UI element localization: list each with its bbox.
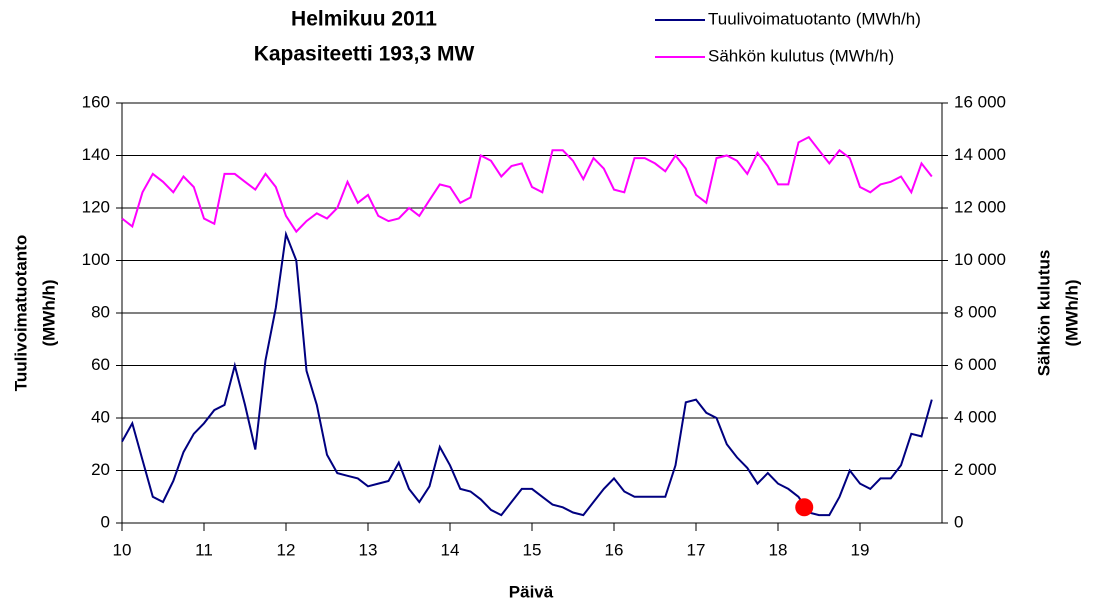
y2-axis-title: Sähkön kulutus xyxy=(1034,250,1053,377)
series-line xyxy=(121,230,933,517)
y-tick-label: 20 xyxy=(91,460,110,479)
y-tick-label: 100 xyxy=(82,250,110,269)
y2-tick-label: 12 000 xyxy=(954,197,1006,216)
legend-label: Sähkön kulutus (MWh/h) xyxy=(708,46,894,65)
x-tick-label: 14 xyxy=(441,540,460,559)
y-tick-label: 160 xyxy=(82,92,110,111)
y2-tick-label: 0 xyxy=(954,512,963,531)
x-tick-label: 17 xyxy=(687,540,706,559)
y-tick-label: 60 xyxy=(91,355,110,374)
x-tick-label: 15 xyxy=(523,540,542,559)
y-tick-label: 120 xyxy=(82,197,110,216)
y-tick-label: 0 xyxy=(101,512,110,531)
x-tick-label: 11 xyxy=(195,540,213,559)
y-tick-label: 40 xyxy=(91,407,110,426)
y-tick-label: 140 xyxy=(82,145,110,164)
chart-title: Helmikuu 2011 xyxy=(291,8,437,31)
x-axis-title: Päivä xyxy=(509,582,554,601)
y2-tick-label: 8 000 xyxy=(954,302,997,321)
x-tick-label: 18 xyxy=(769,540,788,559)
chart-title: Kapasiteetti 193,3 MW xyxy=(254,43,475,66)
y-axis-title: (MWh/h) xyxy=(39,279,58,346)
legend-label: Tuulivoimatuotanto (MWh/h) xyxy=(708,9,921,28)
y2-tick-label: 14 000 xyxy=(954,145,1006,164)
y2-tick-label: 2 000 xyxy=(954,460,997,479)
x-tick-label: 10 xyxy=(113,540,132,559)
x-tick-label: 16 xyxy=(605,540,624,559)
y2-tick-label: 4 000 xyxy=(954,407,997,426)
y2-tick-label: 10 000 xyxy=(954,250,1006,269)
x-tick-label: 19 xyxy=(851,540,870,559)
x-tick-label: 12 xyxy=(277,540,296,559)
y-axis-title: Tuulivoimatuotanto xyxy=(11,235,30,391)
y2-tick-label: 16 000 xyxy=(954,92,1006,111)
x-tick-label: 13 xyxy=(359,540,378,559)
y2-tick-label: 6 000 xyxy=(954,355,997,374)
y-tick-label: 80 xyxy=(91,302,110,321)
y2-axis-title: (MWh/h) xyxy=(1062,279,1081,346)
highlight-point xyxy=(795,498,814,517)
series-line xyxy=(121,135,933,234)
